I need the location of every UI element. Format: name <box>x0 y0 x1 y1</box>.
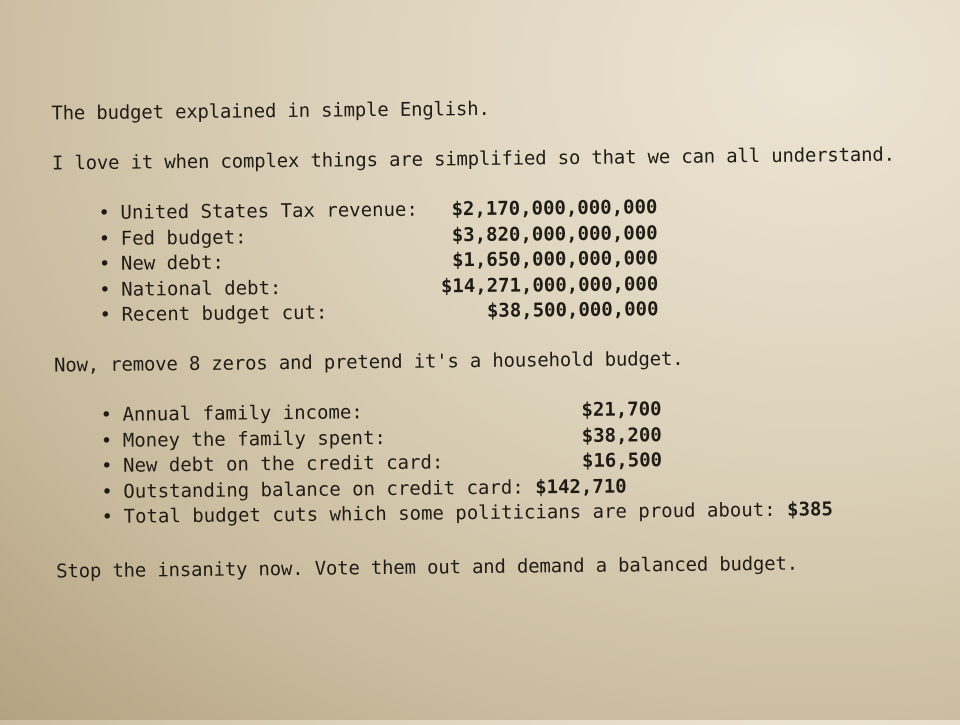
closing-text: Stop the insanity now. Vote them out and… <box>56 552 799 583</box>
item-value: $2,170,000,000,000 <box>451 196 658 221</box>
list-item: • Money the family spent: $38,200 <box>101 424 662 455</box>
item-value: $3,820,000,000,000 <box>451 221 658 246</box>
list-item: • United States Tax revenue: $2,170,000,00… <box>98 196 657 228</box>
bullet: • <box>101 505 114 528</box>
federal-budget-list: • United States Tax revenue: $2,170,000,00… <box>98 196 658 330</box>
item-label: New debt on the credit card: <box>122 451 444 477</box>
document-title: The budget explained in simple English. <box>51 97 490 125</box>
item-text: Outstanding balance on credit card: $142… <box>123 475 627 502</box>
item-label: Total budget cuts which some politicians… <box>123 498 776 528</box>
transition-text: Now, remove 8 zeros and pretend it's a h… <box>53 347 684 377</box>
item-label: Recent budget cut: <box>121 301 328 326</box>
item-value: $14,271,000,000,000 <box>440 272 659 297</box>
list-item: • Recent budget cut: $38,500,000,000 <box>99 298 658 330</box>
item-label: National debt: <box>121 276 282 301</box>
item-label: Money the family spent: <box>122 426 387 452</box>
item-value: $21,700 <box>581 398 662 421</box>
item-label: United States Tax revenue: <box>120 198 418 224</box>
intro-text: I love it when complex things are simpli… <box>51 143 895 175</box>
list-item: • New debt on the credit card: $16,500 <box>101 449 662 481</box>
list-item: • Annual family income: $21,700 <box>100 398 661 430</box>
bullet: • <box>98 201 111 224</box>
item-label: New debt: <box>120 251 225 275</box>
list-item: • Fed budget: $3,820,000,000,000 <box>99 222 658 253</box>
item-value: $38,500,000,000 <box>486 298 659 322</box>
bullet: • <box>99 278 111 301</box>
item-value: $1,650,000,000,000 <box>451 247 659 272</box>
bullet: • <box>100 454 113 477</box>
bullet: • <box>100 429 113 452</box>
item-text: Total budget cuts which some politicians… <box>124 498 833 527</box>
item-value: $142,710 <box>535 474 627 498</box>
bullet: • <box>101 480 113 503</box>
item-value: $38,200 <box>581 423 662 447</box>
bullet: • <box>98 252 111 275</box>
bullet: • <box>98 227 111 250</box>
item-value: $16,500 <box>581 449 663 472</box>
bullet: • <box>99 303 112 326</box>
item-value: $385 <box>786 498 833 521</box>
item-label: Fed budget: <box>120 225 247 250</box>
list-item: • National debt: $14,271,000,000,000 <box>99 273 658 304</box>
list-item: • Outstanding balance on credit card: $14… <box>101 475 627 506</box>
list-item: • Total budget cuts which some politician… <box>102 498 833 532</box>
household-budget-list: • Annual family income: $21,700 • Money the… <box>100 398 833 532</box>
list-item: • New debt: $1,650,000,000,000 <box>99 247 658 279</box>
bullet: • <box>100 403 113 426</box>
item-label: Outstanding balance on credit card: <box>123 476 524 503</box>
item-label: Annual family income: <box>122 401 363 426</box>
